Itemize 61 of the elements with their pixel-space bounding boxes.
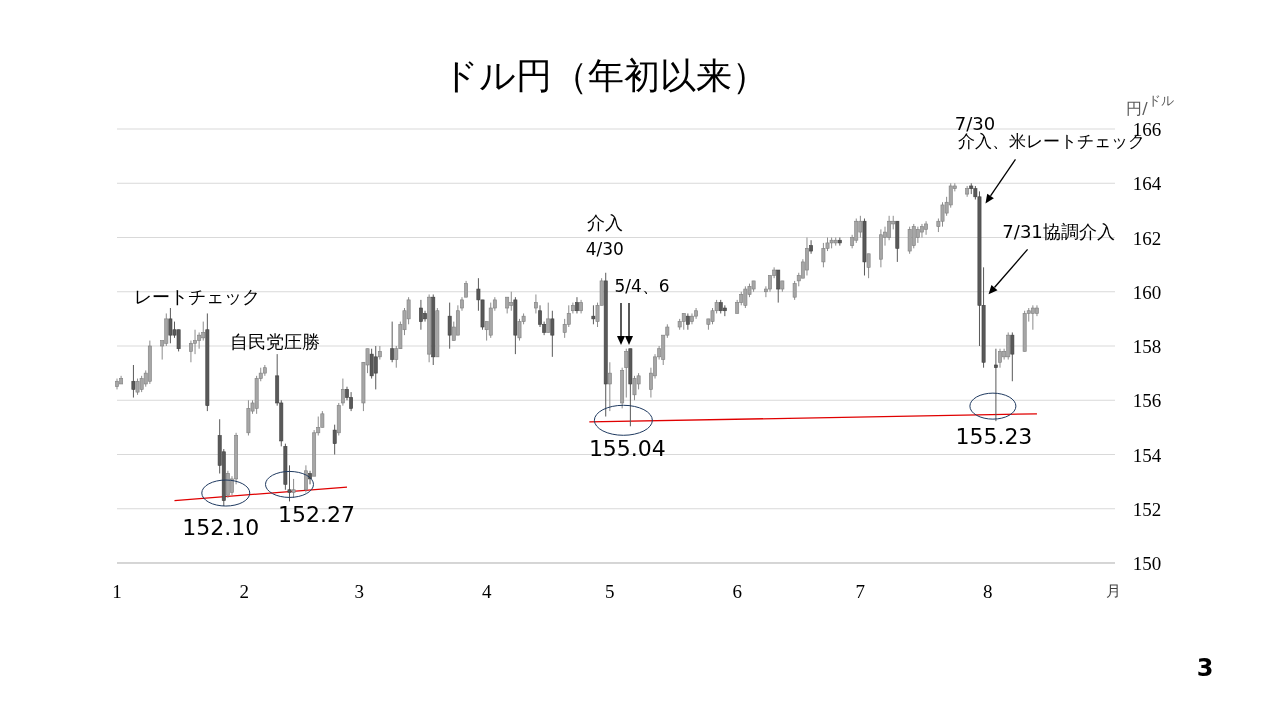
x-tick-label: 3 <box>354 580 365 602</box>
annotation: 5/4、6 <box>614 276 670 296</box>
y-tick-label: 156 <box>1132 389 1162 411</box>
candlestick <box>349 391 353 412</box>
y-tick-label: 160 <box>1132 281 1162 303</box>
candlestick <box>197 331 202 350</box>
candlestick <box>866 253 871 279</box>
x-tick-label: 2 <box>239 580 250 602</box>
candlestick <box>131 364 136 399</box>
candlestick <box>1006 331 1011 361</box>
candlestick <box>854 218 859 244</box>
candlestick <box>911 223 916 249</box>
candlestick <box>550 310 555 358</box>
annotation: レートチェック <box>134 285 261 307</box>
x-tick-label: 5 <box>605 580 615 602</box>
y-tick-label: 162 <box>1132 227 1162 248</box>
annotation: 7/30 <box>954 112 996 134</box>
x-axis-title: 月 <box>1105 582 1121 600</box>
annotation: 自民党圧勝 <box>230 330 321 352</box>
candlestick <box>225 470 230 499</box>
candlestick <box>632 375 637 401</box>
candlestick <box>332 424 337 455</box>
candlestick <box>624 348 629 399</box>
annotation: 介入 <box>586 211 623 233</box>
annotation: 7/31協調介入 <box>1002 220 1115 242</box>
candlestick <box>907 226 912 255</box>
candlestick <box>690 312 694 325</box>
x-tick-label: 6 <box>732 580 742 602</box>
candlestick <box>291 478 296 499</box>
text: 3 <box>1196 654 1214 682</box>
candlestick <box>591 304 596 325</box>
y-tick-label: 154 <box>1132 444 1162 465</box>
y-axis-title: 円/$^{ドル}$ <box>1126 93 1174 118</box>
x-tick-label: 7 <box>855 580 866 602</box>
y-tick-label: 158 <box>1132 335 1162 357</box>
annotation: 155.04 <box>588 435 666 461</box>
x-tick-label: 1 <box>112 580 122 602</box>
candlestick <box>534 293 538 314</box>
annotation: 155.23 <box>955 423 1033 449</box>
candlestick <box>994 348 998 422</box>
annotation: 4/30 <box>585 238 624 259</box>
candlestick <box>509 291 514 312</box>
candlestick <box>546 302 551 333</box>
candlestick <box>1010 331 1015 382</box>
candlestick <box>940 201 945 228</box>
y-tick-label: 150 <box>1132 552 1162 574</box>
annotation: 152.10 <box>182 514 260 540</box>
y-tick-label: 152 <box>1132 498 1162 520</box>
candlestick <box>858 215 863 238</box>
candlestick <box>821 242 826 268</box>
candlestick <box>924 220 928 236</box>
candlestick <box>607 361 612 412</box>
candlestick <box>998 348 1002 369</box>
x-tick-label: 8 <box>982 580 993 602</box>
x-tick-label: 4 <box>481 580 492 602</box>
annotation: 152.27 <box>278 501 355 527</box>
y-tick-label: 164 <box>1132 172 1162 194</box>
chart-title: ドル円（年初以来） <box>442 54 768 96</box>
candlestick <box>809 239 813 255</box>
candlestick <box>304 464 308 493</box>
candlestick <box>805 237 809 276</box>
